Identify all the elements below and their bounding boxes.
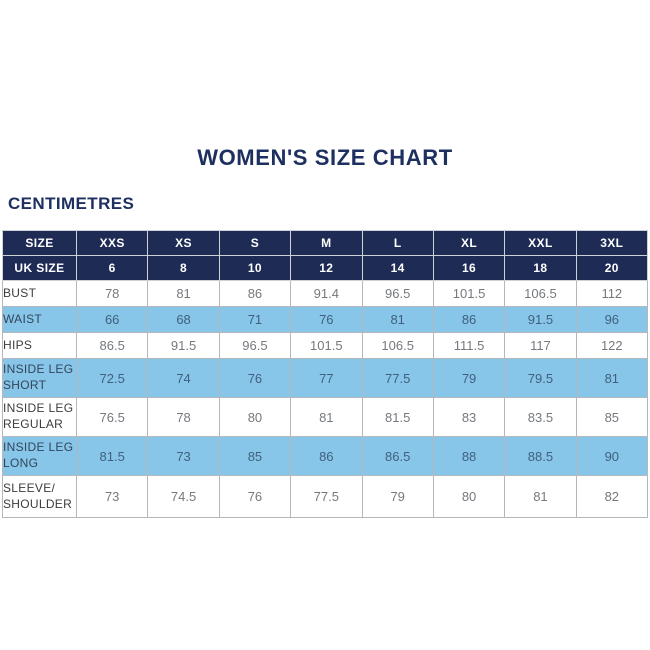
page-title: WOMEN'S SIZE CHART xyxy=(197,145,453,170)
value-cell: 81.5 xyxy=(361,397,434,437)
value-cell: 72.5 xyxy=(75,358,149,398)
row-label-cell: INSIDE LEG LONG xyxy=(2,436,77,476)
measurement-row: HIPS 86.5 91.5 96.5 101.5 106.5 111.5 117 122 xyxy=(2,332,649,359)
value-cell: 74 xyxy=(147,358,220,398)
measurement-row: INSIDE LEG REGULAR 76.5 78 80 81 81.5 83 83.5 85 xyxy=(2,397,649,437)
measurement-row: WAIST 66 68 71 76 81 86 91.5 96 xyxy=(2,306,649,333)
size-col-header: M xyxy=(290,230,363,256)
row-label-cell: INSIDE LEG SHORT xyxy=(2,358,77,398)
value-cell: 106.5 xyxy=(361,332,434,359)
size-col-header: XXS xyxy=(75,230,149,256)
value-cell: 91.5 xyxy=(504,306,577,333)
value-cell: 86.5 xyxy=(75,332,149,359)
size-col-header: 6 xyxy=(75,255,149,281)
value-cell: 76 xyxy=(218,475,292,518)
size-col-header: XL xyxy=(432,230,506,256)
value-cell: 71 xyxy=(218,306,292,333)
value-cell: 83.5 xyxy=(504,397,577,437)
value-cell: 85 xyxy=(575,397,649,437)
measurement-row: BUST 78 81 86 91.4 96.5 101.5 106.5 112 xyxy=(2,280,649,307)
uk-size-row: UK SIZE 6 8 10 12 14 16 18 20 xyxy=(2,255,649,281)
value-cell: 77.5 xyxy=(361,358,434,398)
value-cell: 73 xyxy=(75,475,149,518)
value-cell: 76 xyxy=(218,358,292,398)
row-label-cell: HIPS xyxy=(2,332,77,359)
size-col-header: XS xyxy=(147,230,220,256)
value-cell: 79 xyxy=(361,475,434,518)
size-header-row: SIZE XXS XS S M L XL XXL 3XL xyxy=(2,230,649,256)
value-cell: 81.5 xyxy=(75,436,149,476)
value-cell: 81 xyxy=(147,280,220,307)
value-cell: 86 xyxy=(218,280,292,307)
value-cell: 78 xyxy=(147,397,220,437)
size-col-header: 18 xyxy=(504,255,577,281)
size-col-header: 8 xyxy=(147,255,220,281)
value-cell: 68 xyxy=(147,306,220,333)
value-cell: 86 xyxy=(432,306,506,333)
size-col-header: 20 xyxy=(575,255,649,281)
value-cell: 86 xyxy=(290,436,363,476)
row-label-cell: SIZE xyxy=(2,230,77,256)
value-cell: 77 xyxy=(290,358,363,398)
measurement-row: INSIDE LEG SHORT 72.5 74 76 77 77.5 79 79.5 81 xyxy=(2,358,649,398)
row-label-cell: WAIST xyxy=(2,306,77,333)
value-cell: 76 xyxy=(290,306,363,333)
size-col-header: 14 xyxy=(361,255,434,281)
measurement-row: INSIDE LEG LONG 81.5 73 85 86 86.5 88 88.5 90 xyxy=(2,436,649,476)
value-cell: 122 xyxy=(575,332,649,359)
row-label-cell: SLEEVE/ SHOULDER xyxy=(2,475,77,518)
row-label-cell: BUST xyxy=(2,280,77,307)
value-cell: 96.5 xyxy=(218,332,292,359)
value-cell: 73 xyxy=(147,436,220,476)
units-label: CENTIMETRES xyxy=(8,194,135,213)
value-cell: 101.5 xyxy=(290,332,363,359)
value-cell: 101.5 xyxy=(432,280,506,307)
size-chart-table: SIZE XXS XS S M L XL XXL 3XL UK SIZE 6 8 10 12 14 16 18 2… xyxy=(2,230,649,518)
size-col-header: 16 xyxy=(432,255,506,281)
value-cell: 81 xyxy=(290,397,363,437)
value-cell: 91.5 xyxy=(147,332,220,359)
value-cell: 79.5 xyxy=(504,358,577,398)
value-cell: 80 xyxy=(432,475,506,518)
size-col-header: S xyxy=(218,230,292,256)
size-col-header: L xyxy=(361,230,434,256)
value-cell: 96 xyxy=(575,306,649,333)
size-col-header: 12 xyxy=(290,255,363,281)
value-cell: 81 xyxy=(575,358,649,398)
size-col-header: 10 xyxy=(218,255,292,281)
value-cell: 83 xyxy=(432,397,506,437)
value-cell: 90 xyxy=(575,436,649,476)
value-cell: 88 xyxy=(432,436,506,476)
value-cell: 79 xyxy=(432,358,506,398)
value-cell: 112 xyxy=(575,280,649,307)
value-cell: 74.5 xyxy=(147,475,220,518)
size-col-header: XXL xyxy=(504,230,577,256)
value-cell: 106.5 xyxy=(504,280,577,307)
value-cell: 76.5 xyxy=(75,397,149,437)
value-cell: 82 xyxy=(575,475,649,518)
value-cell: 81 xyxy=(504,475,577,518)
value-cell: 80 xyxy=(218,397,292,437)
value-cell: 66 xyxy=(75,306,149,333)
value-cell: 78 xyxy=(75,280,149,307)
row-label-cell: UK SIZE xyxy=(2,255,77,281)
value-cell: 96.5 xyxy=(361,280,434,307)
value-cell: 85 xyxy=(218,436,292,476)
value-cell: 86.5 xyxy=(361,436,434,476)
value-cell: 111.5 xyxy=(432,332,506,359)
value-cell: 91.4 xyxy=(290,280,363,307)
value-cell: 81 xyxy=(361,306,434,333)
measurement-row: SLEEVE/ SHOULDER 73 74.5 76 77.5 79 80 81 82 xyxy=(2,475,649,518)
row-label-cell: INSIDE LEG REGULAR xyxy=(2,397,77,437)
value-cell: 77.5 xyxy=(290,475,363,518)
size-col-header: 3XL xyxy=(575,230,649,256)
value-cell: 117 xyxy=(504,332,577,359)
value-cell: 88.5 xyxy=(504,436,577,476)
